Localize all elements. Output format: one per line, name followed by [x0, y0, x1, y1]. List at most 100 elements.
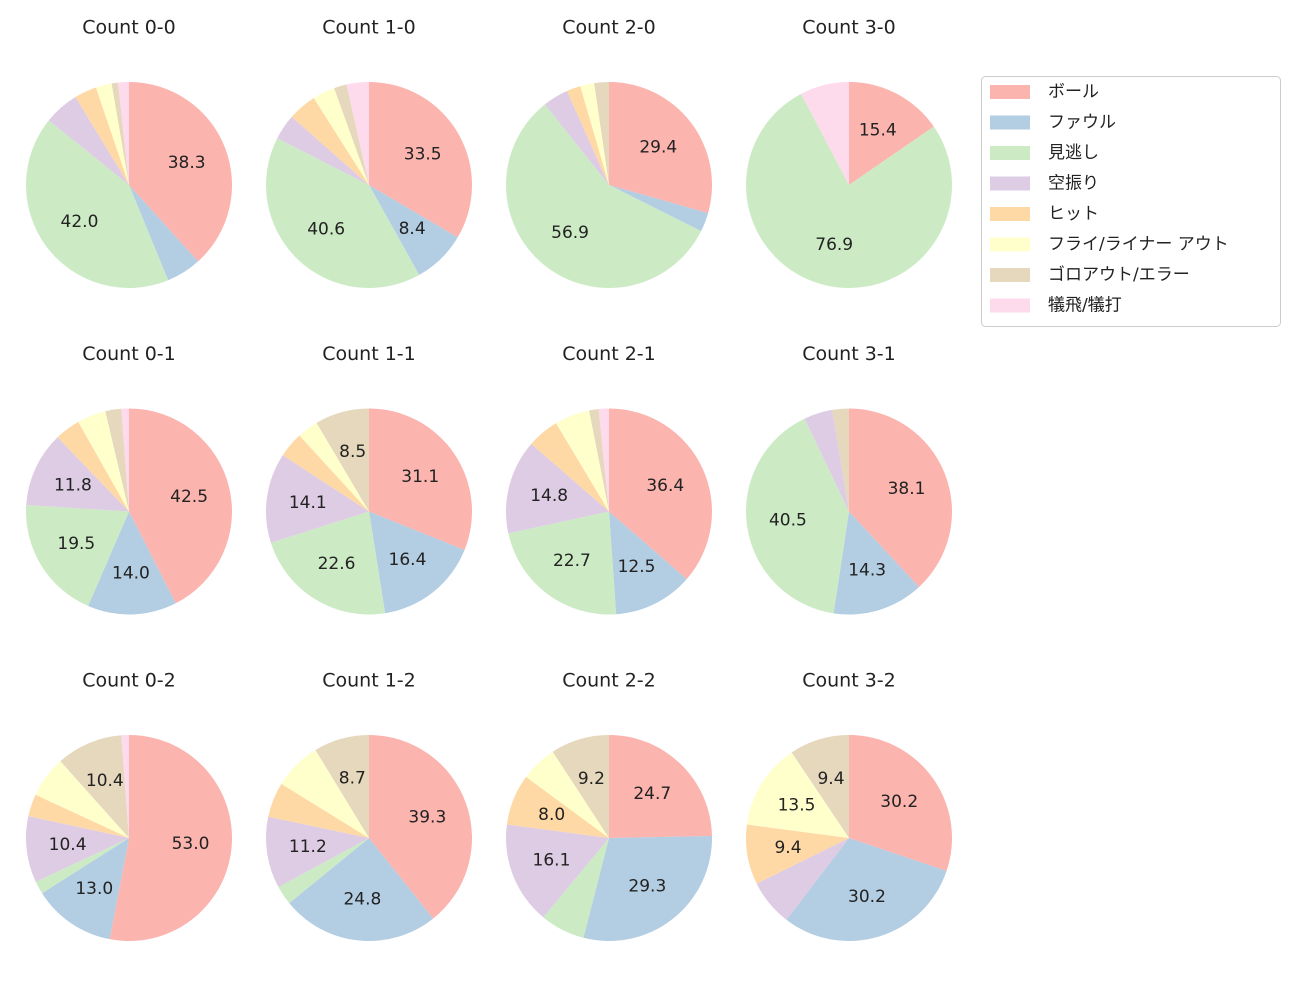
slice-label: 11.8 — [54, 476, 92, 496]
legend-swatch — [990, 268, 1030, 282]
pie-slice — [544, 90, 609, 185]
pie-slice — [88, 511, 176, 615]
pie-slice — [801, 82, 849, 185]
pie-slice — [506, 776, 609, 838]
pie-slice — [25, 816, 130, 882]
pie-slice — [583, 836, 712, 942]
legend-swatch — [990, 207, 1030, 221]
pie-slice — [506, 824, 609, 918]
slice-label: 9.2 — [578, 769, 605, 789]
pie-slice — [609, 82, 713, 214]
slice-label: 8.4 — [399, 219, 426, 239]
pie-slice — [556, 410, 609, 512]
pie-title: Count 1-2 — [322, 670, 416, 692]
slice-label: 36.4 — [646, 476, 684, 496]
slice-label: 14.0 — [112, 563, 150, 583]
pie-slice — [598, 408, 609, 512]
pie-slice — [35, 761, 129, 838]
slice-label: 9.4 — [817, 769, 844, 789]
pie-slice — [849, 735, 953, 872]
legend-swatch — [990, 298, 1030, 313]
pie-title: Count 2-0 — [562, 17, 656, 39]
pie-slice — [849, 408, 953, 588]
pie-slice — [26, 505, 129, 607]
slice-label: 10.4 — [86, 771, 124, 791]
pie-slice — [281, 750, 369, 838]
legend-swatch — [990, 115, 1030, 130]
slice-label: 15.4 — [859, 120, 897, 140]
pie-slice — [313, 88, 369, 185]
pie-slice — [129, 82, 233, 262]
pie-slice — [268, 783, 369, 838]
slice-label: 56.9 — [551, 223, 589, 243]
pie-slice — [277, 116, 369, 185]
pie-slice — [505, 443, 609, 534]
pie-slice — [369, 82, 472, 238]
pie-slice — [594, 82, 609, 185]
pie-slice — [589, 409, 609, 512]
pie-slice — [270, 511, 386, 615]
slice-label: 8.5 — [339, 442, 366, 462]
pie-slice — [48, 97, 129, 185]
pie-slice — [105, 408, 129, 512]
pie-slice — [299, 422, 369, 512]
pie-slice — [78, 411, 129, 512]
pie-slice — [266, 455, 369, 543]
slice-label: 16.1 — [533, 851, 571, 871]
slice-label: 14.3 — [848, 561, 886, 581]
pie-slice — [121, 735, 129, 838]
slice-label: 31.1 — [401, 467, 439, 487]
slice-label: 13.5 — [778, 795, 816, 815]
legend-swatch — [990, 237, 1030, 252]
slice-label: 16.4 — [389, 550, 427, 570]
slice-label: 24.7 — [633, 784, 671, 804]
slice-label: 40.5 — [769, 511, 807, 531]
legend-swatch — [990, 146, 1030, 160]
slice-label: 39.3 — [408, 808, 446, 828]
pie-slice — [57, 421, 129, 512]
pie-slice — [346, 82, 369, 185]
slice-label: 22.7 — [553, 551, 591, 571]
pie-title: Count 3-0 — [802, 17, 896, 39]
slice-label: 30.2 — [880, 792, 918, 812]
slice-label: 29.3 — [628, 876, 666, 896]
pie-slice — [265, 138, 420, 289]
pie-slice — [35, 838, 130, 894]
pie-title: Count 2-1 — [562, 343, 656, 365]
pie-title: Count 3-1 — [802, 343, 896, 365]
pie-title: Count 2-2 — [562, 670, 656, 692]
pie-slice — [42, 838, 129, 940]
slice-label: 29.4 — [639, 138, 677, 158]
pie-slice — [334, 84, 369, 185]
pie-slice — [278, 838, 369, 904]
pie-slice — [756, 838, 849, 920]
slice-label: 14.1 — [289, 493, 327, 513]
pie-slice — [552, 735, 609, 838]
pie-slice — [291, 98, 369, 185]
pie-slice — [111, 82, 129, 185]
slice-label: 38.1 — [888, 479, 926, 499]
slice-label: 10.4 — [49, 835, 87, 855]
pie-title: Count 3-2 — [802, 670, 896, 692]
pie-slice — [315, 735, 369, 838]
legend-swatch — [990, 176, 1030, 191]
pie-slice — [129, 408, 233, 604]
pie-slice — [566, 86, 609, 185]
pie-title: Count 1-0 — [322, 17, 416, 39]
pie-slice — [832, 408, 849, 512]
pie-slice — [369, 511, 465, 614]
slice-label: 53.0 — [172, 834, 210, 854]
legend-swatch — [990, 85, 1030, 99]
pie-slice — [609, 735, 712, 838]
pie-slice — [369, 185, 458, 275]
pie-slice — [266, 816, 369, 888]
legend-label: ボール — [1048, 82, 1099, 102]
pie-slice — [833, 511, 920, 615]
pie-slice — [26, 437, 129, 512]
pie-slice — [109, 735, 232, 941]
pie-slice — [609, 185, 709, 232]
slice-label: 33.5 — [404, 144, 442, 164]
pie-title: Count 0-0 — [82, 17, 176, 39]
slice-label: 11.2 — [289, 837, 327, 857]
